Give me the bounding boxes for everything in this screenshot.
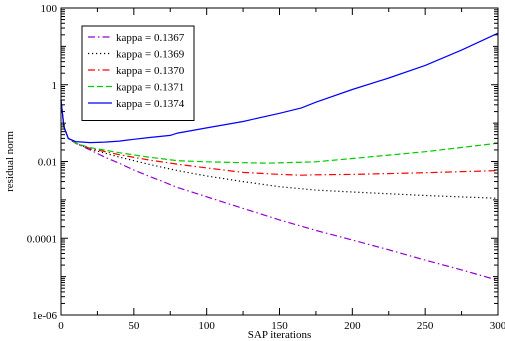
legend-label-2: kappa = 0.1369 [116,49,185,61]
x-tick-label: 250 [417,320,434,332]
x-axis-label: SAP iterations [248,329,311,341]
x-tick-label: 0 [58,320,64,332]
y-tick-label: 0.0001 [27,233,57,245]
legend: kappa = 0.1367 kappa = 0.1369 kappa = 0.13… [81,25,195,121]
series-line-4 [60,99,499,164]
y-tick-label: 1e-06 [32,310,58,322]
x-tick-label: 150 [271,320,288,332]
axis-tick-labels: 0 50 100 150 200 250 300 1e-06 0.0001 0.01 1 100 [27,3,505,332]
legend-label-4: kappa = 0.1371 [116,82,184,94]
y-axis-label: residual norm [4,131,16,192]
series-line-3 [60,99,499,176]
legend-box [81,25,195,121]
x-tick-label: 200 [344,320,361,332]
legend-label-5: kappa = 0.1374 [116,98,185,110]
legend-items: kappa = 0.1367 kappa = 0.1369 kappa = 0.13… [88,32,185,110]
y-tick-label: 0.01 [38,157,57,169]
y-tick-label: 1 [52,80,58,92]
x-tick-label: 100 [198,320,215,332]
axis-ticks [60,7,499,316]
plot-lines [60,32,499,281]
x-tick-label: 50 [128,320,140,332]
series-line-5 [60,32,499,144]
y-tick-label: 100 [41,3,58,15]
series-line-1 [60,99,499,281]
legend-label-3: kappa = 0.1370 [116,65,185,77]
legend-label-1: kappa = 0.1367 [116,32,185,44]
x-tick-label: 300 [490,320,505,332]
